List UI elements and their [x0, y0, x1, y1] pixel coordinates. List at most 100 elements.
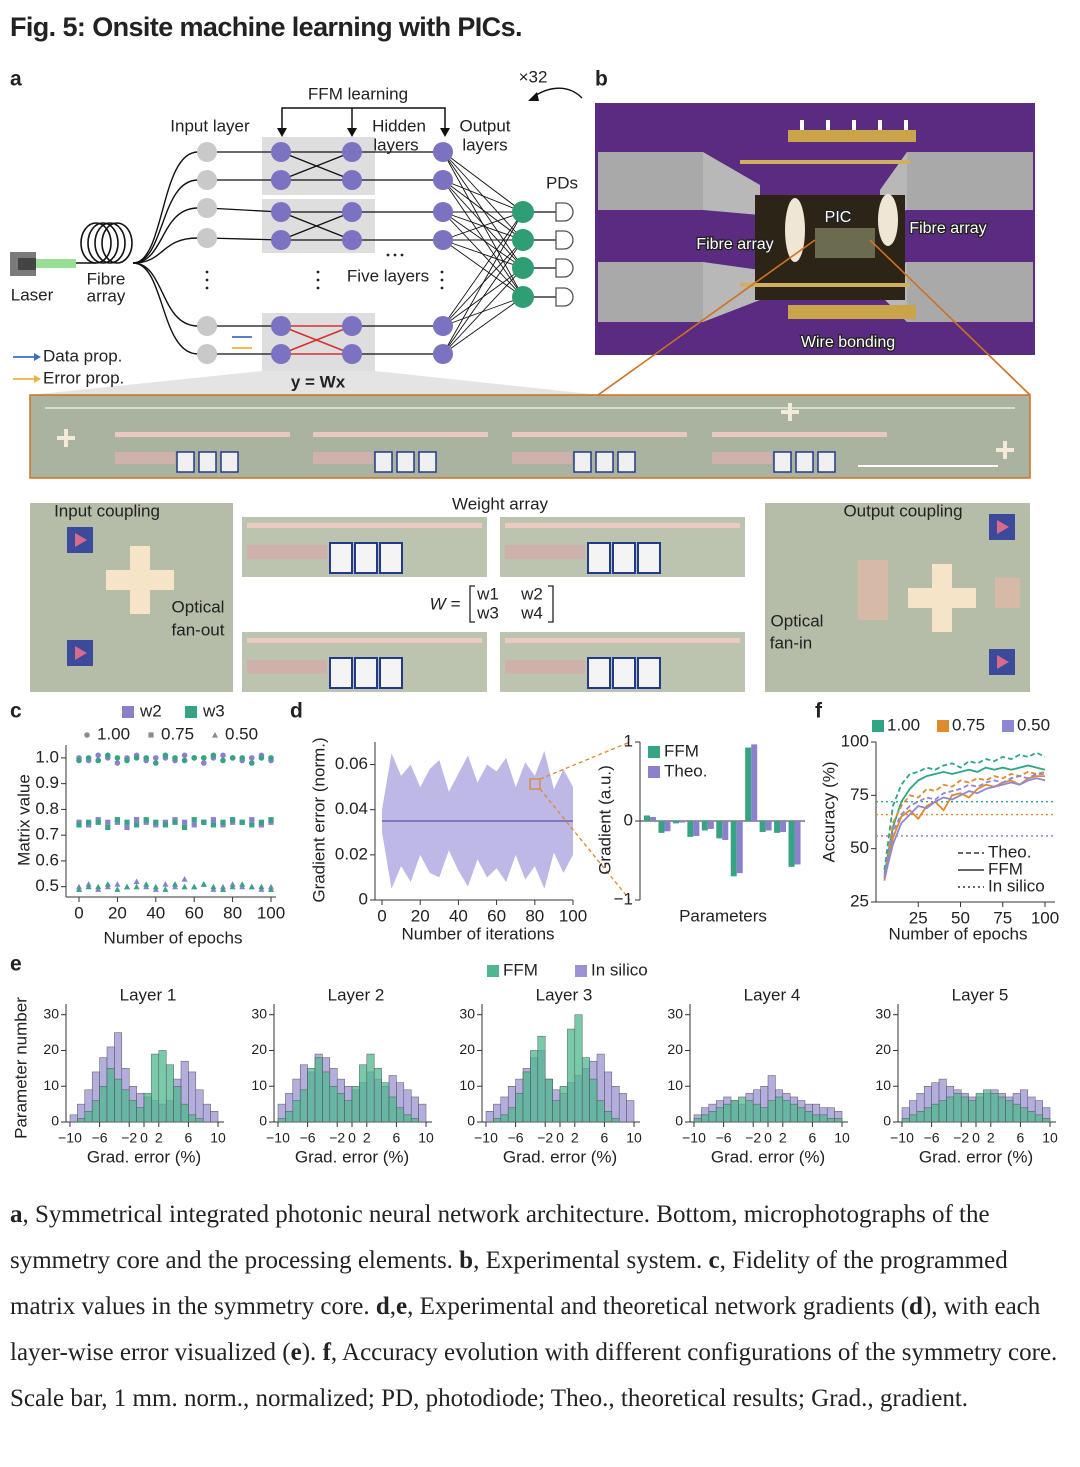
histogram-bar — [797, 1107, 806, 1123]
x-tick-label: 10 — [1042, 1130, 1058, 1146]
point — [124, 883, 130, 890]
photo-bond-mark — [852, 120, 856, 130]
ffm-line — [883, 777, 1046, 879]
histogram-bar — [730, 1100, 739, 1123]
caption-text: , — [389, 1293, 397, 1320]
x-tick-label: −6 — [716, 1130, 732, 1146]
histogram-bar — [834, 1118, 843, 1123]
histogram-bar — [515, 1093, 524, 1123]
label: Output coupling — [843, 501, 962, 520]
histogram-bar — [106, 1068, 115, 1123]
caption-text: ). — [301, 1339, 323, 1366]
phase-shifter — [329, 657, 353, 689]
ellipsis-dot — [386, 253, 390, 257]
x-axis-label: Parameters — [679, 906, 767, 925]
point — [153, 819, 159, 825]
histogram-bar — [359, 1064, 368, 1123]
arrowhead — [34, 375, 41, 383]
weight-bar — [313, 432, 488, 437]
histogram-bar — [1012, 1103, 1021, 1123]
point — [182, 824, 188, 831]
y-tick-label: 1.0 — [35, 747, 59, 766]
point — [181, 883, 188, 890]
photo-pad — [598, 262, 703, 322]
x-tick-label: 60 — [487, 906, 506, 925]
histogram-bar — [165, 1064, 174, 1123]
phase-shifter — [817, 451, 836, 473]
histogram-bar — [983, 1089, 992, 1123]
x-tick-label: −10 — [58, 1130, 82, 1146]
ellipsis-dot — [393, 253, 397, 257]
y-tick-label: 0 — [359, 889, 368, 908]
hidden-node — [342, 142, 362, 162]
output-layer-node — [433, 344, 453, 364]
panel-label: a — [10, 68, 22, 91]
histogram-bar — [1027, 1111, 1036, 1123]
x-tick-label: 40 — [449, 906, 468, 925]
histogram-bar — [901, 1118, 910, 1123]
caption-text: , Experimental and theoretical network g… — [407, 1293, 910, 1320]
output-layer-node — [433, 230, 453, 250]
y-tick-label: 0.9 — [35, 773, 59, 792]
x-tick-label: 0 — [764, 1130, 772, 1146]
hidden-node — [342, 170, 362, 190]
x-tick-label: 60 — [185, 903, 204, 922]
weight-bar — [247, 638, 482, 643]
histogram-bar — [530, 1050, 539, 1123]
label: Output — [459, 116, 510, 135]
y-tick-label: 50 — [850, 838, 869, 857]
legend-swatch — [872, 720, 884, 732]
hidden-node — [342, 316, 362, 336]
photo-label: PIC — [825, 209, 852, 226]
legend-label: Theo. — [988, 842, 1031, 861]
bar — [650, 817, 656, 821]
histogram-bar — [693, 1118, 702, 1123]
histogram-bar — [507, 1107, 516, 1123]
label: Optical — [172, 597, 225, 616]
link — [442, 179, 524, 241]
output-node — [512, 229, 534, 251]
point — [133, 755, 140, 761]
bar — [687, 821, 694, 837]
hidden-node — [271, 202, 291, 222]
x-tick-label: 0 — [348, 1130, 356, 1146]
y-tick-label: 0.02 — [335, 844, 368, 863]
photodiode — [555, 202, 574, 222]
output-node — [512, 257, 534, 279]
legend-label: 0.50 — [1017, 715, 1050, 734]
histogram-bar — [804, 1111, 813, 1123]
legend-swatch — [648, 746, 660, 758]
phase-shifter — [374, 451, 393, 473]
label: Hidden — [372, 116, 426, 135]
caption-panel-ref: b — [459, 1247, 474, 1274]
zoom-box — [529, 778, 541, 790]
caption-text: ), with each layer-wise error visualized… — [10, 1293, 1041, 1366]
histogram-bar — [775, 1096, 784, 1123]
label: Fibre — [87, 269, 126, 288]
histogram-bar — [99, 1085, 108, 1123]
histogram-bar — [723, 1103, 732, 1123]
x-tick-label: 10 — [626, 1130, 642, 1146]
label: Laser — [11, 285, 54, 304]
x-tick-label: 6 — [393, 1130, 401, 1146]
histogram-bar — [188, 1114, 197, 1123]
output-node — [512, 286, 534, 308]
histogram-bar — [195, 1089, 204, 1123]
weight-bar — [247, 660, 327, 674]
x-tick-label: −2 — [745, 1130, 761, 1146]
point — [172, 755, 178, 761]
histogram-bar — [500, 1114, 509, 1123]
bar — [751, 744, 758, 821]
histogram-bar — [410, 1118, 419, 1123]
x-tick-label: −2 — [121, 1130, 137, 1146]
bar — [678, 821, 685, 823]
label: Data prop. — [43, 346, 122, 365]
point — [95, 819, 101, 825]
point — [133, 883, 140, 890]
x-tick-label: 2 — [155, 1130, 163, 1146]
link — [442, 211, 524, 327]
point — [201, 755, 207, 761]
x-tick-label: −6 — [300, 1130, 316, 1146]
zoom-line — [597, 239, 816, 396]
histogram-bar — [923, 1107, 932, 1123]
